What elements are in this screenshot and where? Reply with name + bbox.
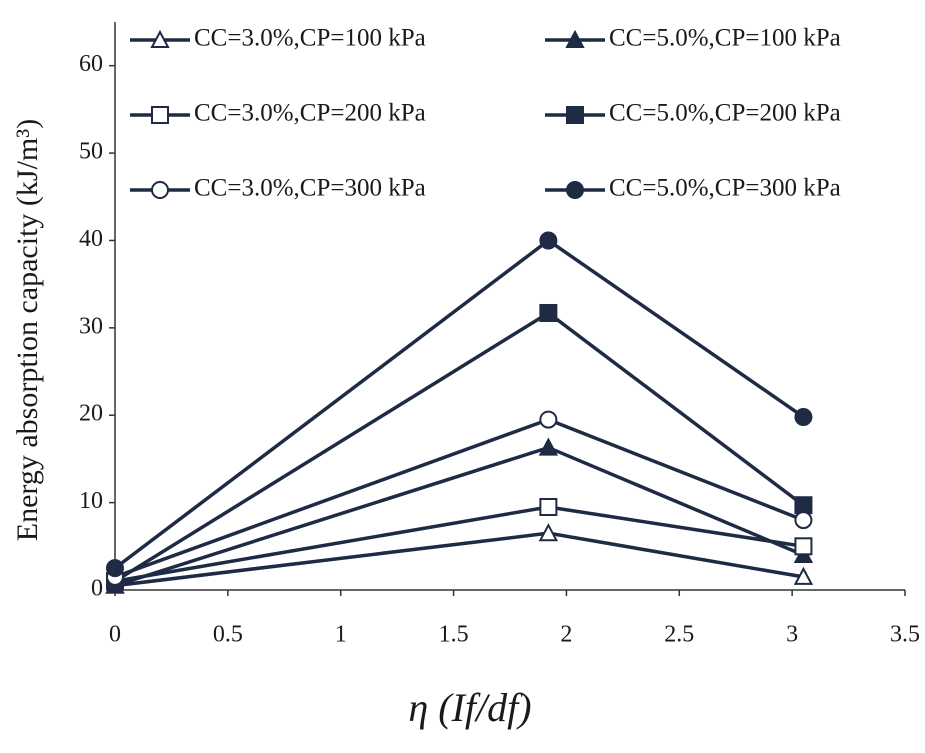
y-tick-label: 10	[79, 488, 103, 514]
x-tick-label: 1	[335, 622, 347, 648]
legend-label: CC=5.0%,CP=300 kPa	[609, 175, 841, 202]
data-point	[539, 231, 558, 250]
y-tick-label: 20	[79, 401, 103, 427]
y-tick-label: 30	[79, 313, 103, 339]
data-point	[538, 437, 559, 456]
data-point	[794, 511, 813, 530]
data-point	[539, 410, 558, 429]
legend-label: CC=3.0%,CP=300 kPa	[194, 175, 426, 202]
legend-marker	[566, 181, 584, 199]
legend-marker	[151, 181, 169, 199]
data-point	[538, 523, 559, 542]
x-tick-label: 1.5	[439, 622, 469, 648]
y-axis-label: Energy absorption capacity (kJ/m³)	[11, 119, 44, 542]
data-point	[106, 559, 124, 578]
legend-marker	[150, 29, 170, 48]
data-point	[794, 537, 813, 556]
x-tick-label: 2	[560, 622, 572, 648]
legend-label: CC=3.0%,CP=100 kPa	[194, 25, 426, 52]
y-tick-label: 0	[91, 576, 103, 602]
x-tick-label: 3	[786, 622, 798, 648]
y-tick-label: 50	[79, 139, 103, 165]
x-tick-label: 0	[109, 622, 121, 648]
data-point	[794, 496, 813, 515]
y-tick-label: 60	[79, 51, 103, 77]
legend-label: CC=3.0%,CP=200 kPa	[194, 100, 426, 127]
data-point	[539, 497, 558, 516]
data-point	[539, 303, 558, 322]
x-tick-label: 0.5	[213, 622, 243, 648]
x-axis-label: η (If/df)	[408, 685, 531, 730]
legend-marker	[151, 106, 169, 124]
legend-marker	[566, 106, 584, 124]
x-tick-label: 2.5	[664, 622, 694, 648]
legend-label: CC=5.0%,CP=200 kPa	[609, 100, 841, 127]
y-tick-label: 40	[79, 226, 103, 252]
legend-label: CC=5.0%,CP=100 kPa	[609, 25, 841, 52]
data-point	[794, 407, 813, 426]
x-tick-label: 3.5	[890, 622, 920, 648]
legend-marker	[565, 29, 585, 48]
data-point	[793, 566, 814, 585]
